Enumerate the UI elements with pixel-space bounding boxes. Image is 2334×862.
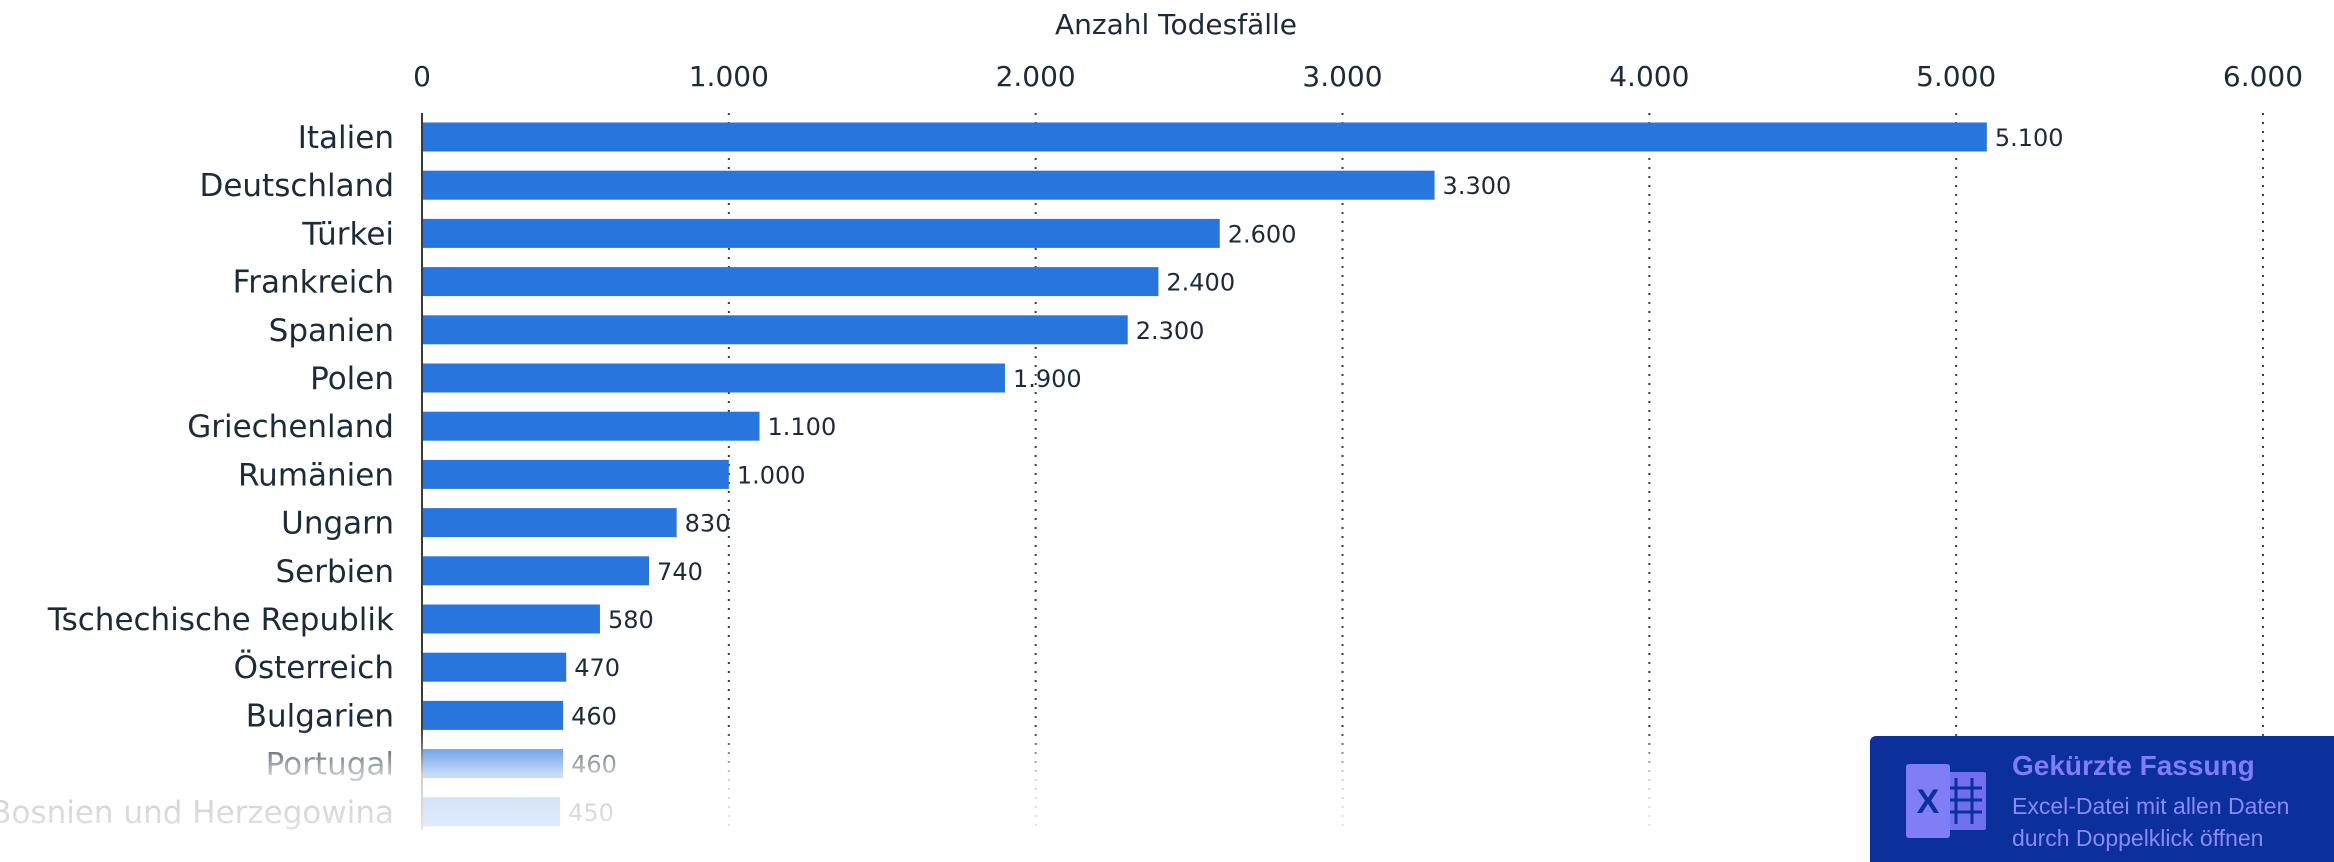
category-label: Bosnien und Herzegowina (0, 795, 394, 831)
bar (422, 267, 1159, 297)
bar (422, 459, 729, 489)
badge-subtitle: Excel-Datei mit allen Daten durch Doppel… (2012, 790, 2332, 854)
x-tick-label: 0 (413, 60, 431, 93)
excel-icon-letter: X (1917, 783, 1940, 821)
excel-download-badge[interactable]: X Gekürzte Fassung Excel-Datei mit allen… (1870, 736, 2334, 862)
value-label: 830 (685, 510, 731, 538)
bar (422, 122, 1987, 152)
value-label: 3.300 (1443, 172, 1512, 200)
value-label: 580 (608, 606, 654, 634)
category-label: Griechenland (187, 409, 394, 445)
value-labels: 5.100 3.300 2.600 2.400 2.300 1.900 1.100 1.000… (568, 124, 2063, 827)
badge-title: Gekürzte Fassung (2012, 750, 2255, 781)
category-label: Serbien (275, 554, 394, 590)
value-label: 2.600 (1228, 220, 1297, 248)
value-label: 450 (568, 799, 614, 827)
value-label: 1.100 (768, 413, 837, 441)
badge-line-1: Excel-Datei mit allen Daten (2012, 793, 2290, 819)
x-tick-label: 6.000 (2223, 60, 2303, 93)
value-label: 470 (574, 654, 620, 682)
value-label: 2.300 (1136, 317, 1205, 345)
x-tick-label: 5.000 (1916, 60, 1996, 93)
value-label: 1.900 (1013, 365, 1082, 393)
category-label: Portugal (266, 747, 394, 783)
category-label: Türkei (301, 216, 394, 252)
category-label: Deutschland (199, 168, 394, 204)
category-label: Bulgarien (246, 698, 394, 734)
value-label: 2.400 (1166, 269, 1235, 297)
bar (422, 315, 1128, 345)
bar (422, 797, 561, 827)
x-tick-labels: 0 1.000 2.000 3.000 4.000 5.000 6.000 (413, 60, 2303, 93)
value-label: 460 (571, 702, 617, 730)
value-label: 460 (571, 751, 617, 779)
category-labels: Italien Deutschland Türkei Frankreich Spanie… (0, 120, 394, 831)
category-label: Rumänien (238, 457, 394, 493)
value-label: 5.100 (1995, 124, 2064, 152)
bar (422, 411, 760, 441)
x-tick-label: 4.000 (1609, 60, 1689, 93)
category-label: Polen (310, 361, 394, 397)
category-label: Spanien (269, 313, 394, 349)
category-label: Ungarn (281, 506, 394, 542)
bar (422, 652, 567, 682)
bars (422, 122, 1987, 827)
bar (422, 604, 600, 634)
category-label: Tschechische Republik (47, 602, 394, 638)
bar (422, 749, 564, 779)
category-label: Österreich (234, 649, 394, 686)
badge-line-2: durch Doppelklick öffnen (2012, 825, 2264, 851)
value-label: 1.000 (737, 461, 806, 489)
bar (422, 556, 650, 586)
bar (422, 508, 677, 538)
bar (422, 363, 1005, 393)
x-tick-label: 3.000 (1302, 60, 1382, 93)
category-label: Frankreich (233, 265, 394, 301)
value-label: 740 (657, 558, 703, 586)
x-tick-label: 1.000 (689, 60, 769, 93)
bar (422, 170, 1435, 200)
x-axis-title: Anzahl Todesfälle (1055, 8, 1297, 41)
x-tick-label: 2.000 (996, 60, 1076, 93)
excel-icon: X (1906, 764, 1986, 838)
category-label: Italien (298, 120, 394, 156)
bar (422, 218, 1220, 248)
bar (422, 700, 564, 730)
